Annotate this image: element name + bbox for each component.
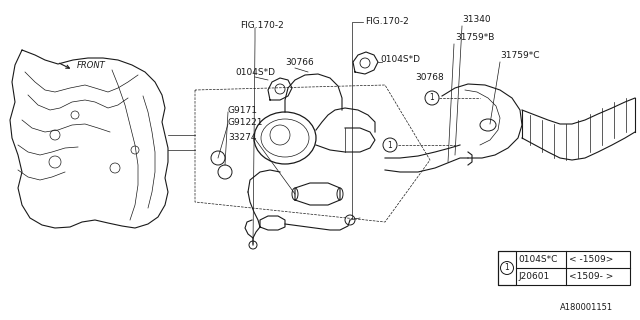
Text: FIG.170-2: FIG.170-2 [365,18,409,27]
Text: 1: 1 [388,140,392,149]
Text: < -1509>: < -1509> [569,255,613,264]
Text: J20601: J20601 [518,272,549,281]
Text: 31759*C: 31759*C [500,51,540,60]
Text: 30766: 30766 [285,58,314,67]
Text: <1509- >: <1509- > [569,272,613,281]
Text: FRONT: FRONT [77,61,106,70]
Text: G9171: G9171 [228,106,258,115]
Text: 30768: 30768 [415,73,444,82]
Text: 0104S*D: 0104S*D [380,55,420,64]
Bar [498,251,630,285]
Text: G91221: G91221 [228,118,264,127]
Text: 33274: 33274 [228,133,257,142]
Text: 31340: 31340 [462,15,491,24]
Text: 0104S*D: 0104S*D [235,68,275,77]
Text: 1: 1 [429,93,435,102]
Bar [498,251,516,285]
Text: 1: 1 [504,263,509,273]
Text: 0104S*C: 0104S*C [518,255,557,264]
Text: FIG.170-2: FIG.170-2 [240,20,284,29]
Text: 31759*B: 31759*B [455,33,494,42]
Text: A180001151: A180001151 [560,303,613,312]
